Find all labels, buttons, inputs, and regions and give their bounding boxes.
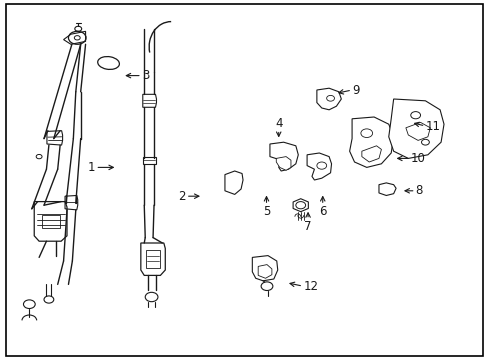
Text: 2: 2 (178, 190, 185, 203)
Text: 8: 8 (415, 184, 422, 197)
Text: 6: 6 (318, 205, 326, 218)
Polygon shape (269, 142, 298, 171)
Polygon shape (292, 199, 308, 212)
Polygon shape (316, 88, 341, 110)
Text: 11: 11 (425, 120, 440, 132)
Text: 10: 10 (410, 152, 425, 165)
Text: 3: 3 (142, 69, 149, 82)
Text: 12: 12 (303, 280, 318, 293)
Polygon shape (349, 117, 393, 167)
Circle shape (145, 292, 158, 302)
Polygon shape (306, 153, 331, 180)
Text: 1: 1 (88, 161, 95, 174)
Circle shape (410, 112, 420, 119)
Polygon shape (378, 183, 395, 195)
Polygon shape (388, 99, 443, 158)
Circle shape (261, 282, 272, 291)
Ellipse shape (98, 57, 119, 69)
Text: 4: 4 (274, 117, 282, 130)
Text: 5: 5 (262, 205, 270, 218)
Circle shape (44, 296, 54, 303)
Polygon shape (224, 171, 243, 194)
Text: 7: 7 (304, 220, 311, 233)
Text: 9: 9 (351, 84, 359, 96)
Polygon shape (276, 157, 290, 170)
Polygon shape (252, 256, 277, 281)
